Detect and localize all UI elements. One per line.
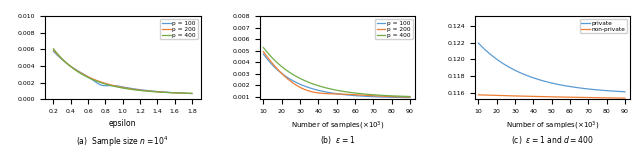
X-axis label: epsilon: epsilon [109,120,136,128]
Legend: private, non-private: private, non-private [580,19,627,33]
Title: (a)  Sample size $n = 10^4$: (a) Sample size $n = 10^4$ [76,134,169,148]
Legend: p = 100, p = 200, p = 400: p = 100, p = 200, p = 400 [160,19,198,39]
X-axis label: Number of samples($\times 10^3$): Number of samples($\times 10^3$) [291,120,385,132]
X-axis label: Number of samples($\times 10^3$): Number of samples($\times 10^3$) [506,120,599,132]
Legend: p = 100, p = 200, p = 400: p = 100, p = 200, p = 400 [375,19,413,39]
Title: (b)  $\epsilon = 1$: (b) $\epsilon = 1$ [320,134,355,146]
Title: (c)  $\epsilon = 1$ and $d = 400$: (c) $\epsilon = 1$ and $d = 400$ [511,134,594,146]
